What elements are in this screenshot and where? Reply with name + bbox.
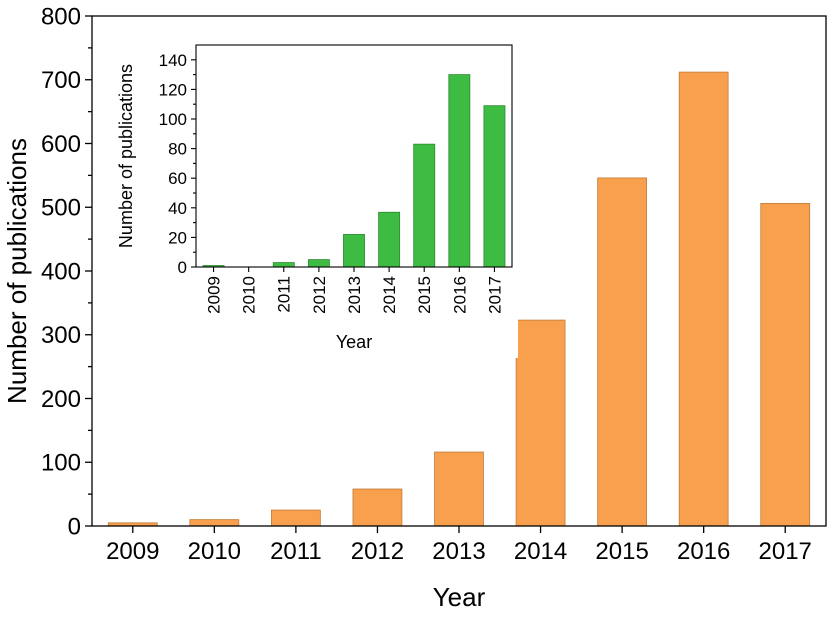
- y-tick-label: 600: [41, 131, 81, 158]
- bar-2015: [413, 143, 436, 268]
- x-axis-label: Year: [336, 332, 372, 352]
- x-tick-label: 2017: [485, 276, 504, 314]
- y-tick-label: 0: [68, 513, 81, 540]
- y-tick-label: 140: [159, 51, 187, 70]
- bar-2015: [597, 177, 647, 527]
- y-tick-label: 120: [159, 80, 187, 99]
- y-tick-label: 60: [168, 169, 187, 188]
- y-tick-label: 20: [168, 228, 187, 247]
- bar-2014: [378, 211, 401, 268]
- x-tick-label: 2010: [188, 538, 241, 565]
- x-tick-label: 2013: [345, 276, 364, 314]
- y-tick-label: 100: [41, 450, 81, 477]
- y-tick-label: 0: [178, 258, 187, 277]
- x-tick-label: 2010: [240, 276, 259, 314]
- x-tick-label: 2009: [106, 538, 159, 565]
- x-tick-label: 2012: [310, 276, 329, 314]
- y-tick-label: 80: [168, 140, 187, 159]
- bar-2013: [434, 451, 484, 527]
- x-tick-label: 2011: [275, 276, 294, 313]
- bar-2013: [343, 234, 365, 268]
- y-tick-label: 100: [159, 110, 187, 129]
- x-axis-label: Year: [433, 582, 486, 612]
- x-tick-label: 2015: [415, 276, 434, 314]
- bar-2010: [189, 519, 240, 527]
- x-tick-label: 2015: [595, 538, 648, 565]
- y-tick-label: 200: [41, 386, 81, 413]
- y-axis-label: Number of publications: [2, 138, 32, 404]
- y-tick-label: 500: [41, 195, 81, 222]
- bar-2016: [678, 71, 729, 527]
- x-tick-label: 2014: [380, 276, 399, 314]
- x-tick-label: 2009: [205, 276, 224, 314]
- bar-2017: [483, 105, 506, 268]
- bar-2012: [307, 259, 330, 268]
- x-tick-label: 2013: [432, 538, 485, 565]
- x-tick-label: 2016: [677, 538, 730, 565]
- y-tick-label: 40: [168, 199, 187, 218]
- x-tick-label: 2012: [351, 538, 404, 565]
- y-tick-label: 800: [41, 3, 81, 30]
- x-tick-label: 2014: [514, 538, 567, 565]
- bar-2017: [760, 203, 811, 527]
- y-tick-label: 700: [41, 67, 81, 94]
- x-tick-label: 2011: [270, 538, 322, 565]
- y-tick-label: 300: [41, 322, 81, 349]
- x-tick-label: 2017: [759, 538, 812, 565]
- bar-2012: [352, 488, 403, 527]
- bar-2014: [515, 319, 566, 527]
- bar-2011: [272, 262, 295, 268]
- x-tick-label: 2016: [450, 276, 469, 314]
- y-axis-label: Number of publications: [116, 64, 136, 248]
- inset-chart: 0 20 40 60 80 100 120 140 2009 2010 2011 2012 2013 20…: [116, 40, 518, 358]
- bar-2011: [271, 509, 321, 527]
- bar-2016: [448, 74, 471, 268]
- y-tick-label: 400: [41, 258, 81, 285]
